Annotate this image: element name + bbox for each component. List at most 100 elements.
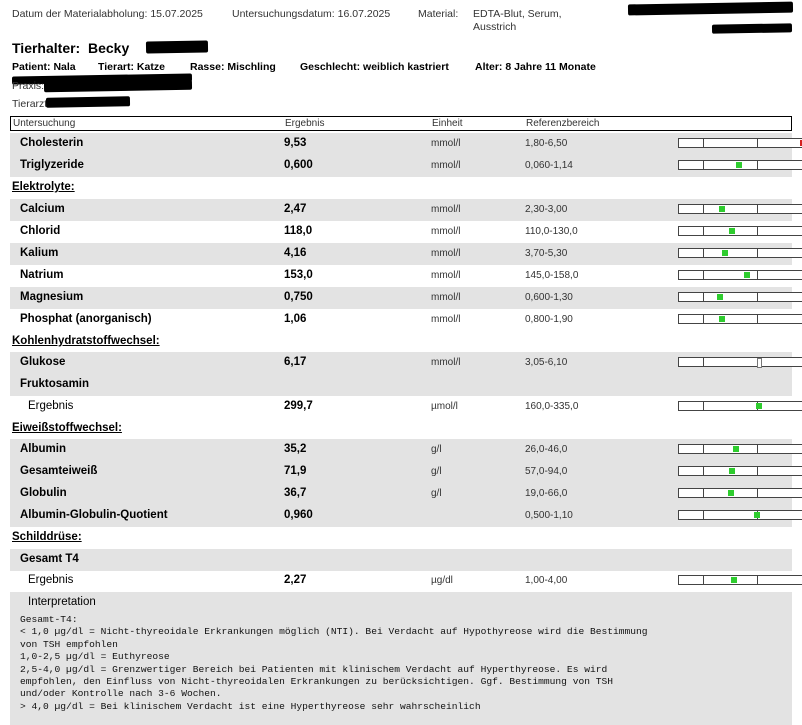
result-row: Ergebnis 299,7 µmol/l 160,0-335,0 [10, 396, 802, 418]
range-limit-tick [703, 402, 704, 410]
range-gauge [678, 401, 802, 411]
reference-range: 1,00-4,00 [525, 575, 568, 586]
value-marker [733, 446, 739, 452]
result-value: 0,960 [284, 509, 313, 521]
result-row: Glukose 6,17 mmol/l 3,05-6,10 [10, 352, 802, 374]
range-limit-tick [757, 271, 758, 279]
age-label: Alter: [475, 61, 503, 73]
redacted-owner-surname [145, 40, 209, 54]
result-value: 118,0 [284, 225, 313, 237]
sex-field: Geschlecht: weiblich kastriert [300, 61, 449, 73]
reference-range: 3,70-5,30 [525, 248, 568, 259]
group-row: Fruktosamin [10, 374, 792, 396]
range-limit-tick [703, 467, 704, 475]
value-marker [719, 206, 725, 212]
value-marker [754, 512, 760, 518]
results-column-header: Untersuchung Ergebnis Einheit Referenzbe… [10, 116, 792, 131]
range-limit-tick [703, 511, 704, 519]
col-unit: Einheit [432, 118, 463, 129]
test-name: Magnesium [20, 291, 84, 303]
interpretation-title: Interpretation [28, 596, 96, 608]
test-name: Ergebnis [28, 400, 74, 412]
range-gauge [678, 575, 802, 585]
reference-range: 2,30-3,00 [525, 204, 568, 215]
range-limit-tick [703, 139, 704, 147]
section-heading: Schilddrüse: [12, 531, 82, 543]
interpretation-line: und/oder Kontrolle nach 3-6 Wochen. [20, 688, 222, 700]
age-value: 8 Jahre 11 Monate [505, 61, 596, 73]
patient-label: Patient: [12, 61, 51, 73]
result-row: Gesamteiweiß 71,9 g/l 57,0-94,0 [10, 461, 802, 483]
value-marker [729, 468, 735, 474]
test-name: Gesamteiweiß [20, 465, 98, 477]
range-gauge [678, 270, 802, 280]
exam-date-line: Untersuchungsdatum: 16.07.2025 [232, 8, 390, 20]
range-limit-tick [757, 445, 758, 453]
range-gauge [678, 314, 802, 324]
result-value: 71,9 [284, 465, 307, 477]
patient-field: Patient: Nala [12, 61, 76, 73]
col-result: Ergebnis [285, 118, 325, 129]
interpretation-line: 2,5-4,0 µg/dl = Grenzwertiger Bereich be… [20, 663, 608, 675]
result-value: 1,06 [284, 313, 307, 325]
test-name: Albumin [20, 443, 66, 455]
redacted-practice [43, 79, 193, 93]
range-limit-tick [703, 358, 704, 366]
result-unit: mmol/l [431, 314, 461, 325]
breed-label: Rasse: [190, 61, 225, 73]
range-limit-tick [757, 489, 758, 497]
result-value: 4,16 [284, 247, 307, 259]
result-value: 0,750 [284, 291, 313, 303]
test-name: Calcium [20, 203, 65, 215]
range-gauge [678, 466, 802, 476]
range-limit-tick [757, 576, 758, 584]
range-gauge [678, 357, 802, 368]
test-name: Chlorid [20, 225, 61, 237]
value-marker [744, 272, 750, 278]
test-name: Phosphat (anorganisch) [20, 313, 152, 325]
test-name: Triglyzeride [20, 159, 84, 171]
range-limit-tick [757, 205, 758, 213]
result-unit: mmol/l [431, 270, 461, 281]
value-marker [729, 228, 735, 234]
range-limit-tick [757, 467, 758, 475]
interpretation-line: von TSH empfohlen [20, 638, 118, 650]
test-name: Globulin [20, 487, 67, 499]
breed-value: Mischling [227, 61, 276, 73]
range-limit-tick [703, 315, 704, 323]
species-value: Katze [136, 61, 165, 73]
col-test: Untersuchung [13, 118, 76, 129]
result-row: Calcium 2,47 mmol/l 2,30-3,00 [10, 199, 802, 221]
result-row: Ergebnis 2,27 µg/dl 1,00-4,00 [10, 570, 802, 592]
reference-range: 0,600-1,30 [525, 292, 573, 303]
result-row: Globulin 36,7 g/l 19,0-66,0 [10, 483, 802, 505]
test-name: Kalium [20, 247, 59, 259]
range-gauge [678, 510, 802, 520]
section-heading: Kohlenhydratstoffwechsel: [12, 335, 160, 347]
result-row: Cholesterin 9,53 mmol/l 1,80-6,50 [10, 133, 802, 155]
owner-label: Tierhalter: [12, 40, 81, 56]
redacted-vet [45, 96, 131, 108]
range-limit-tick [703, 227, 704, 235]
result-row: Albumin 35,2 g/l 26,0-46,0 [10, 439, 802, 461]
test-name: Gesamt T4 [20, 553, 79, 565]
col-reference: Referenzbereich [526, 118, 600, 129]
reference-range: 0,060-1,14 [525, 160, 573, 171]
result-value: 35,2 [284, 443, 307, 455]
result-value: 2,47 [284, 203, 307, 215]
interpretation-line: > 4,0 µg/dl = Bei klinischem Verdacht is… [20, 700, 481, 712]
interpretation-box: Interpretation Gesamt-T4: < 1,0 µg/dl = N… [10, 592, 792, 725]
range-gauge [678, 488, 802, 498]
result-unit: g/l [431, 488, 442, 499]
reference-range: 145,0-158,0 [525, 270, 579, 281]
exam-date: 16.07.2025 [337, 8, 391, 20]
result-row: Phosphat (anorganisch) 1,06 mmol/l 0,800-1,… [10, 309, 802, 331]
result-row: Natrium 153,0 mmol/l 145,0-158,0 [10, 265, 802, 287]
sex-label: Geschlecht: [300, 61, 361, 73]
result-unit: µmol/l [431, 401, 458, 412]
range-limit-tick [703, 445, 704, 453]
result-value: 2,27 [284, 574, 307, 586]
range-limit-tick [757, 161, 758, 169]
result-row: Kalium 4,16 mmol/l 3,70-5,30 [10, 243, 802, 265]
patient-value: Nala [53, 61, 76, 73]
